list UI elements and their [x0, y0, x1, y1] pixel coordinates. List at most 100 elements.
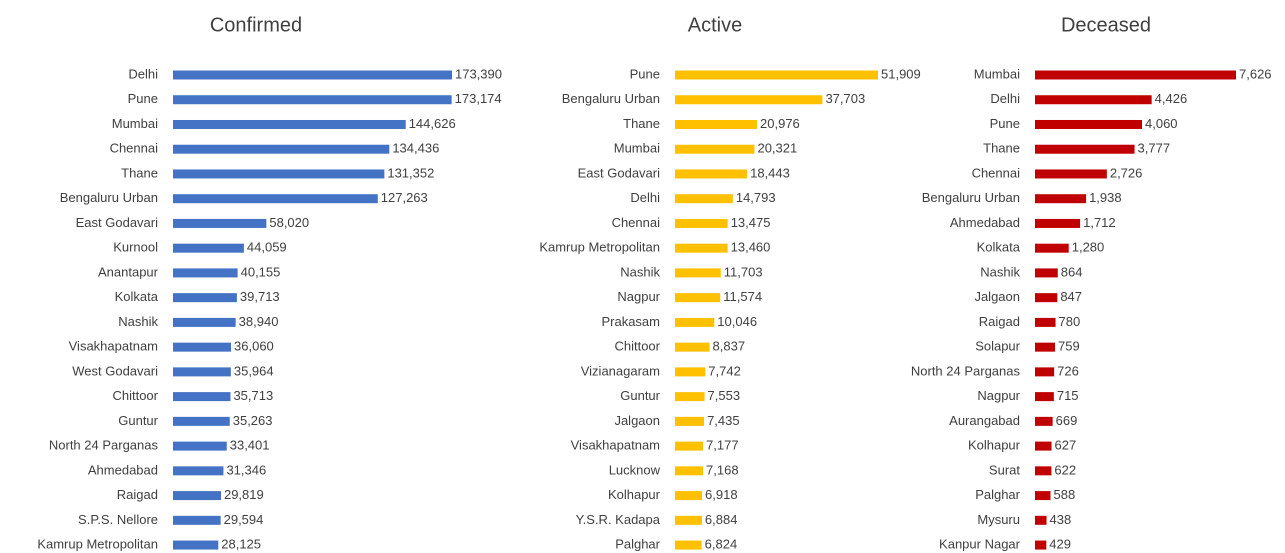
bar: [173, 441, 227, 451]
bar: [173, 70, 452, 80]
bar: [675, 268, 721, 278]
value-label: 173,174: [455, 91, 502, 106]
value-label: 20,976: [760, 116, 800, 131]
value-label: 1,712: [1083, 215, 1116, 230]
value-label: 4,060: [1145, 116, 1178, 131]
category-label: Guntur: [118, 413, 158, 428]
value-label: 131,352: [387, 165, 434, 180]
bar: [173, 416, 230, 426]
category-label: Delhi: [630, 190, 660, 205]
bar: [675, 243, 728, 253]
category-label: Jalgaon: [974, 289, 1020, 304]
category-label: Delhi: [128, 66, 158, 81]
category-label: Chennai: [972, 165, 1021, 180]
bar: [1035, 416, 1053, 426]
category-label: Nashik: [620, 264, 660, 279]
value-label: 29,819: [224, 487, 264, 502]
bar: [173, 342, 232, 352]
value-label: 35,263: [233, 413, 273, 428]
value-label: 44,059: [247, 240, 287, 255]
value-label: 8,837: [713, 339, 746, 354]
bar: [675, 342, 710, 352]
category-label: Surat: [989, 462, 1020, 477]
bar: [173, 317, 236, 327]
value-label: 1,280: [1072, 240, 1105, 255]
bar: [675, 367, 706, 377]
bar: [675, 416, 705, 426]
category-label: Pune: [990, 116, 1020, 131]
category-label: Raigad: [117, 487, 158, 502]
bar: [173, 144, 390, 154]
value-label: 7,742: [708, 363, 741, 378]
bar: [675, 293, 721, 303]
bar: [173, 169, 385, 179]
value-label: 134,436: [392, 141, 439, 156]
category-label: Y.S.R. Kadapa: [576, 512, 661, 527]
bar: [173, 392, 231, 402]
value-label: 4,426: [1155, 91, 1188, 106]
value-label: 780: [1059, 314, 1081, 329]
category-label: North 24 Parganas: [911, 363, 1021, 378]
value-label: 13,475: [731, 215, 771, 230]
value-label: 35,713: [233, 388, 273, 403]
category-label: Ahmedabad: [950, 215, 1020, 230]
bar: [173, 540, 219, 550]
category-label: Mumbai: [614, 141, 660, 156]
category-label: Vizianagaram: [581, 363, 660, 378]
bar: [1035, 194, 1087, 204]
bar: [675, 144, 755, 154]
bar: [675, 491, 703, 501]
category-label: Nagpur: [617, 289, 660, 304]
category-label: Kolkata: [115, 289, 159, 304]
bar: [173, 515, 221, 525]
category-label: Raigad: [979, 314, 1020, 329]
category-label: Guntur: [620, 388, 660, 403]
value-label: 13,460: [731, 240, 771, 255]
bar: [173, 466, 224, 476]
value-label: 429: [1049, 536, 1071, 551]
value-label: 10,046: [717, 314, 757, 329]
bar: [675, 540, 702, 550]
value-label: 173,390: [455, 66, 502, 81]
value-label: 6,918: [705, 487, 738, 502]
bar: [675, 194, 733, 204]
value-label: 29,594: [224, 512, 264, 527]
value-label: 36,060: [234, 339, 274, 354]
value-label: 7,553: [708, 388, 741, 403]
value-label: 7,435: [707, 413, 740, 428]
value-label: 40,155: [241, 264, 281, 279]
category-label: Delhi: [990, 91, 1020, 106]
bar: [1035, 243, 1069, 253]
value-label: 14,793: [736, 190, 776, 205]
category-label: Nashik: [118, 314, 158, 329]
bar: [1035, 293, 1058, 303]
bar: [1035, 218, 1081, 228]
bar: [1035, 342, 1056, 352]
bar: [1035, 367, 1055, 377]
bar: [675, 515, 702, 525]
bar: [675, 218, 728, 228]
category-label: Kamrup Metropolitan: [37, 536, 158, 551]
value-label: 759: [1058, 339, 1080, 354]
bar: [1035, 70, 1236, 80]
category-label: Thane: [121, 165, 158, 180]
category-label: Solapur: [975, 339, 1020, 354]
value-label: 11,574: [723, 289, 762, 304]
bar: [675, 317, 715, 327]
value-label: 622: [1054, 462, 1076, 477]
bar: [173, 194, 378, 204]
bar: [1035, 95, 1152, 105]
category-label: Nashik: [980, 264, 1020, 279]
category-label: Anantapur: [98, 264, 159, 279]
value-label: 6,884: [705, 512, 738, 527]
chart-title: Active: [688, 14, 742, 36]
value-label: 35,964: [234, 363, 274, 378]
category-label: Nagpur: [977, 388, 1020, 403]
bar: [1035, 317, 1056, 327]
category-label: Aurangabad: [949, 413, 1020, 428]
category-label: Kolkata: [977, 240, 1021, 255]
value-label: 847: [1060, 289, 1082, 304]
bar: [1035, 466, 1052, 476]
category-label: Visakhapatnam: [69, 339, 158, 354]
